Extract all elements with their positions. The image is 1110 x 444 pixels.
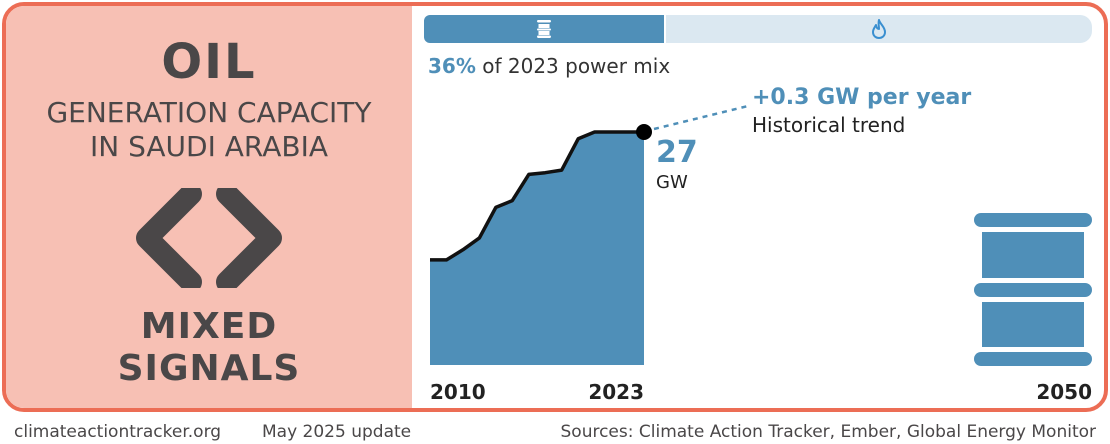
- capacity-area: [430, 132, 644, 365]
- subtitle-line-2: IN SAUDI ARABIA: [89, 130, 328, 163]
- right-panel: 36% of 2023 power mix +0.3 GW per year Hi…: [412, 6, 1104, 408]
- x-tick-label-2010: 2010: [430, 380, 486, 404]
- x-tick-label-2050: 2050: [1036, 380, 1092, 404]
- power-mix-remainder: [666, 15, 1092, 43]
- trend-line: [653, 104, 749, 131]
- footer: climateactiontracker.org May 2025 update…: [0, 410, 1110, 444]
- oil-barrel-icon: [537, 20, 551, 38]
- latest-value-label: 27: [656, 135, 698, 170]
- power-mix-fill: [424, 15, 664, 43]
- power-mix-caption: 36% of 2023 power mix: [428, 54, 670, 78]
- left-panel: OIL GENERATION CAPACITY IN SAUDI ARABIA …: [6, 6, 412, 408]
- power-mix-percent: 36%: [428, 54, 476, 78]
- rating-line-2: SIGNALS: [117, 348, 301, 389]
- infographic-card: OIL GENERATION CAPACITY IN SAUDI ARABIA …: [2, 2, 1108, 412]
- power-mix-text: of 2023 power mix: [482, 54, 671, 78]
- sector-title: OIL: [161, 34, 257, 90]
- latest-value-marker: [636, 124, 652, 140]
- trend-label: Historical trend: [752, 113, 905, 137]
- barrel-rim-top: [974, 213, 1092, 227]
- power-mix-bar: [424, 15, 1092, 43]
- x-tick-label-2023: 2023: [588, 380, 644, 404]
- footer-update: May 2025 update: [262, 422, 412, 442]
- footer-site: climateactiontracker.org: [14, 422, 222, 442]
- unit-label: GW: [656, 172, 688, 193]
- trend-value-label: +0.3 GW per year: [752, 85, 971, 110]
- barrel-body-lower: [982, 302, 1084, 347]
- footer-sources: Sources: Climate Action Tracker, Ember, …: [560, 422, 1097, 442]
- barrel-rim-bottom: [974, 352, 1092, 366]
- capacity-line: [430, 130, 644, 262]
- subtitle: GENERATION CAPACITY IN SAUDI ARABIA: [6, 96, 412, 164]
- rating-line-1: MIXED: [140, 306, 278, 347]
- barrel-body-upper: [982, 232, 1084, 278]
- flame-icon: [872, 19, 886, 39]
- subtitle-line-1: GENERATION CAPACITY: [46, 96, 372, 129]
- rating-label: MIXED SIGNALS: [6, 306, 412, 390]
- barrel-rim-middle: [974, 283, 1092, 297]
- chevron-left-right-icon: [136, 188, 282, 288]
